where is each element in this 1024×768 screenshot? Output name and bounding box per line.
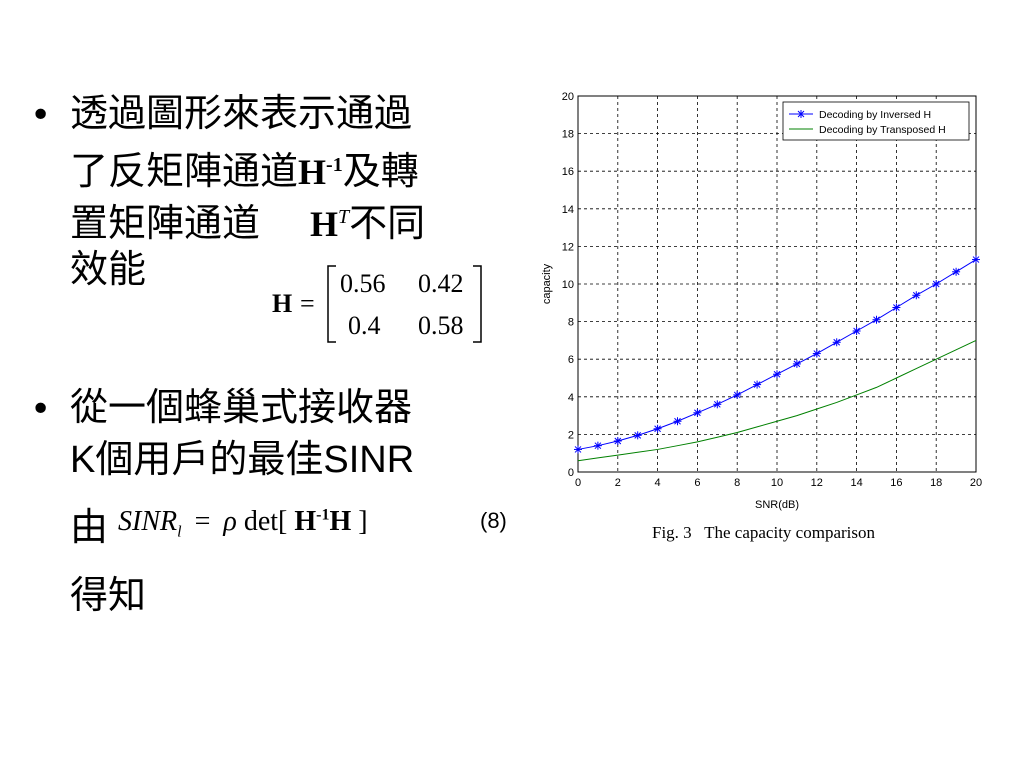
- formula-rho: ρ: [223, 506, 237, 537]
- matrix-lhs: H: [272, 289, 292, 318]
- series-1-point: [613, 436, 622, 445]
- series-1-point: [693, 408, 702, 417]
- bullet-1-line-2-tail: 及轉: [342, 149, 419, 193]
- matrix-cell-11: 0.58: [418, 311, 464, 340]
- formula-h2: H: [329, 506, 352, 537]
- formula-eq: =: [194, 506, 211, 537]
- bullet-1-line-2: 了反矩陣通道H-1及轉: [70, 142, 419, 195]
- series-1-point: [892, 303, 901, 312]
- formula-sub: l: [177, 523, 182, 541]
- x-tick-label: 2: [615, 477, 621, 489]
- series-1-point: [713, 400, 722, 409]
- chart-plot-border: [577, 95, 977, 473]
- equation-number: (8): [480, 508, 507, 533]
- y-tick-label: 0: [568, 467, 574, 479]
- x-tick-label: 18: [930, 477, 942, 489]
- x-tick-label: 20: [970, 477, 982, 489]
- legend-label-2: Decoding by Transposed H: [819, 124, 946, 136]
- series-1-point: [812, 349, 821, 358]
- matrix-cell-01: 0.42: [418, 269, 464, 298]
- y-tick-label: 4: [568, 392, 574, 404]
- chart-series: [574, 255, 980, 462]
- matrix-right-bracket: [473, 265, 482, 343]
- matrix-eq: =: [300, 289, 315, 318]
- series-1-point: [792, 359, 801, 368]
- chart-grid: [578, 96, 976, 472]
- formula-sinr: SINR: [118, 506, 178, 537]
- series-1-point: [593, 441, 602, 450]
- series-1-point: [574, 445, 582, 454]
- series-1-point: [932, 280, 941, 288]
- series-1-point: [653, 424, 662, 433]
- bullet-1-line-3-text: 置矩陣通道: [70, 201, 261, 245]
- y-tick-label: 16: [562, 166, 574, 178]
- y-tick-label: 12: [562, 241, 574, 253]
- x-tick-label: 14: [850, 477, 862, 489]
- matrix-h: H = 0.56 0.42 0.4 0.58: [268, 262, 488, 346]
- bullet-2-k: K: [70, 439, 96, 481]
- bullet-2-line-3: 由: [70, 504, 108, 550]
- bullet-2-line-4: 得知: [70, 573, 147, 617]
- series-1-point: [972, 255, 980, 264]
- formula-h1: H: [294, 506, 317, 537]
- series-1-point: [753, 380, 762, 389]
- x-tick-label: 16: [890, 477, 902, 489]
- series-1-point: [952, 267, 961, 276]
- matrix-cell-10: 0.4: [348, 311, 381, 340]
- x-tick-label: 0: [575, 477, 581, 489]
- figure-caption: Fig. 3 The capacity comparison: [652, 523, 875, 542]
- formula-close: ]: [358, 506, 368, 537]
- series-1-point: [733, 390, 742, 399]
- y-tick-label: 10: [562, 279, 574, 291]
- legend-label-1: Decoding by Inversed H: [819, 109, 931, 121]
- bullet-2-line-2-text: 個用戶的最佳: [95, 437, 324, 481]
- bullet-dot-1: •: [30, 95, 52, 136]
- x-tick-label: 8: [734, 477, 740, 489]
- formula-sup: -1: [316, 506, 330, 524]
- chart-y-label: capacity: [541, 263, 553, 304]
- x-tick-label: 6: [694, 477, 700, 489]
- series-line-2: [577, 339, 977, 462]
- bullet-1-line-3-tail: 不同: [349, 201, 426, 245]
- bullet-2-line-2: K個用戶的最佳SINR: [70, 436, 414, 483]
- chart-x-ticks: 0 2 4 6 8 10 12 14 16 18 20: [575, 477, 982, 489]
- y-tick-label: 14: [562, 204, 574, 216]
- series-1-point: [773, 370, 781, 379]
- matrix-left-bracket: [327, 265, 336, 343]
- bullet-1-line-4: 效能: [70, 247, 147, 291]
- series-1-point: [633, 431, 642, 440]
- chart-x-label: SNR(dB): [755, 499, 799, 511]
- chart-y-ticks: 0 2 4 6 8 10 12 14 16 18 20: [562, 91, 574, 479]
- capacity-chart: 0 2 4 6 8 10 12 14 16 18 20 0 2 4 6 8 10 12 14 16 18 20 SNR(…: [541, 91, 982, 511]
- y-tick-label: 6: [568, 354, 574, 366]
- bullet-1-line-2-text: 了反矩陣通道: [70, 149, 299, 193]
- series-1-point: [852, 327, 861, 335]
- matrix-cell-00: 0.56: [340, 269, 386, 298]
- y-tick-label: 2: [568, 429, 574, 441]
- x-tick-label: 10: [771, 477, 783, 489]
- series-1-point: [872, 315, 881, 324]
- y-tick-label: 8: [568, 317, 574, 329]
- y-tick-label: 18: [562, 129, 574, 141]
- chart-legend: Decoding by Inversed H Decoding by Transp…: [782, 101, 970, 141]
- bullet-dot-2: •: [30, 389, 52, 430]
- h-transpose-symbol: HT: [310, 204, 350, 244]
- h-inverse-symbol: H-1: [298, 152, 343, 192]
- bullet-2-line-3-prefix: 由: [70, 505, 109, 549]
- y-tick-label: 20: [562, 91, 574, 103]
- bullet-2-line-1: 從一個蜂巢式接收器: [70, 385, 413, 429]
- legend-box: [782, 101, 970, 141]
- formula-det: det[: [243, 506, 288, 537]
- bullet-1-line-1: 透過圖形來表示通過: [70, 91, 413, 135]
- x-tick-label: 12: [811, 477, 823, 489]
- x-tick-label: 4: [655, 477, 661, 489]
- series-1-point: [832, 338, 841, 347]
- series-1-point: [912, 291, 921, 300]
- series-1-point: [673, 417, 682, 426]
- bullet-1-line-3: 置矩陣通道 HT不同: [70, 194, 425, 247]
- sinr-formula: SINRl = ρ det[ H-1H ]: [118, 506, 368, 542]
- bullet-2-sinr: SINR: [323, 439, 415, 481]
